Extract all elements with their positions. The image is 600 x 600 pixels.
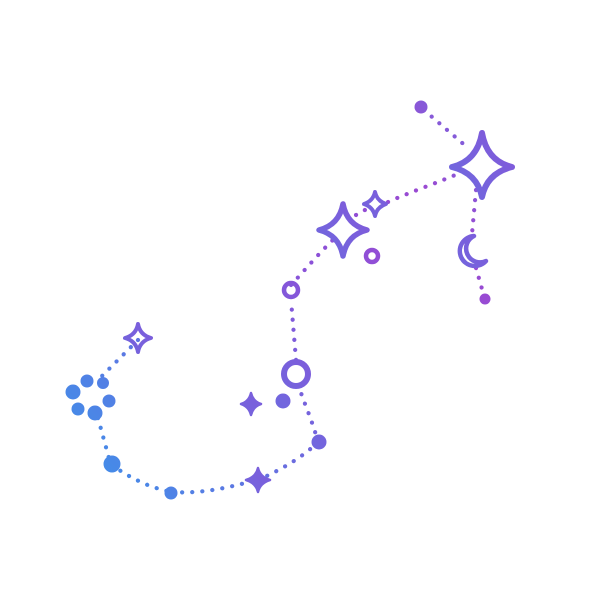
dot-icon — [71, 402, 85, 416]
ring-icon — [363, 247, 381, 265]
ring-icon — [281, 280, 301, 300]
dot-cluster — [65, 374, 116, 421]
dotted-line — [169, 477, 259, 495]
dotted-line — [97, 337, 141, 381]
four-point-star-icon — [316, 201, 370, 259]
dot-icon — [479, 293, 491, 305]
dotted-line — [288, 235, 338, 288]
four-point-star-icon — [239, 391, 263, 417]
dot-icon — [103, 455, 121, 473]
four-point-star-icon — [449, 130, 515, 200]
dotted-line — [421, 107, 471, 151]
dot-icon — [311, 434, 327, 450]
four-point-star-icon — [123, 322, 153, 354]
dotted-line — [109, 462, 175, 495]
dotted-line — [473, 265, 487, 299]
dotted-line — [353, 203, 375, 218]
dot-icon — [65, 384, 81, 400]
dot-icon — [275, 393, 291, 409]
constellation-dotted-lines — [95, 107, 487, 495]
dot-icon — [87, 405, 103, 421]
four-point-star-icon — [244, 466, 272, 494]
dotted-line — [297, 387, 321, 445]
dot-icon — [414, 100, 428, 114]
dot-icon — [80, 374, 94, 388]
dot-icon — [164, 486, 178, 500]
crescent-moon-icon — [457, 233, 489, 269]
dotted-line — [255, 439, 321, 483]
dot-icon — [97, 377, 109, 389]
dotted-line — [469, 187, 479, 237]
dotted-line — [95, 415, 113, 465]
ring-icon — [281, 359, 311, 389]
dotted-line — [288, 297, 299, 363]
dotted-line — [385, 169, 465, 205]
dot-icon — [102, 394, 116, 408]
four-point-star-icon — [362, 190, 388, 218]
